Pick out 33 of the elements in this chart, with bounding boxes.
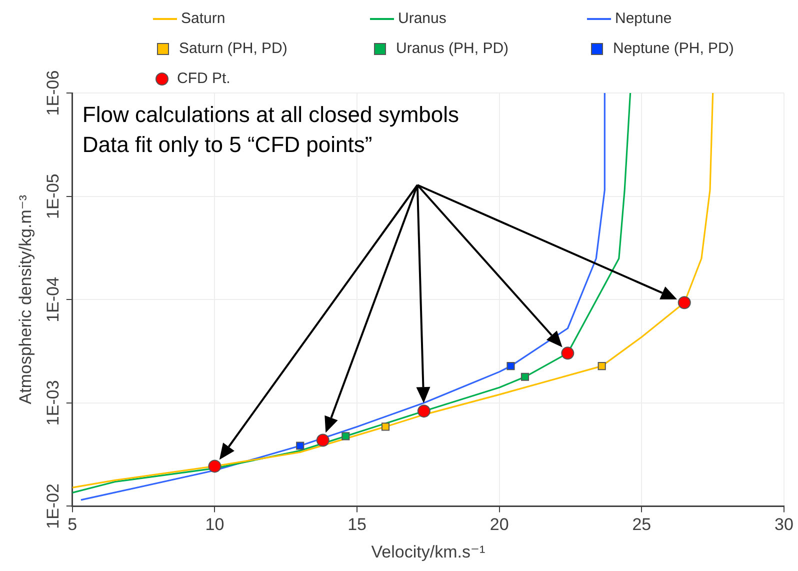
point (316, 434, 330, 447)
legend-label: Uranus (398, 10, 446, 27)
legend-label: Neptune (PH, PD) (613, 40, 734, 57)
point (381, 422, 390, 431)
legend-label: Uranus (PH, PD) (396, 40, 509, 57)
point (561, 346, 574, 360)
point (598, 362, 606, 370)
x-tick-label: 10 (205, 515, 224, 534)
point (296, 442, 304, 450)
x-tick-label: 15 (348, 515, 366, 534)
legend-label: CFD Pt. (177, 70, 230, 87)
x-axis-title: Velocity/km.s⁻¹ (371, 542, 486, 562)
y-axis-title: Atmospheric density/kg.m⁻³ (16, 194, 35, 404)
x-tick-label: 30 (774, 515, 794, 534)
y-tick-label: 1E-03 (44, 380, 63, 426)
legend-label: Saturn (181, 10, 226, 27)
annotation: Flow calculations at all closed symbols (82, 102, 460, 128)
point (208, 460, 222, 473)
y-tick-label: 1E-02 (44, 484, 63, 529)
legend-label: Saturn (PH, PD) (179, 40, 288, 57)
point (520, 372, 530, 381)
x-tick-label: 20 (490, 515, 509, 534)
annotation: Data fit only to 5 “CFD points” (82, 132, 372, 158)
point (678, 296, 691, 310)
point (342, 432, 350, 440)
x-tick-label: 25 (632, 515, 652, 534)
y-tick-label: 1E-06 (44, 70, 63, 116)
y-tick-label: 1E-05 (44, 174, 63, 219)
y-tick-label: 1E-04 (44, 276, 63, 322)
legend-label: Neptune (615, 10, 672, 27)
point (506, 362, 515, 370)
x-tick-label: 5 (68, 515, 78, 534)
point (417, 404, 430, 418)
